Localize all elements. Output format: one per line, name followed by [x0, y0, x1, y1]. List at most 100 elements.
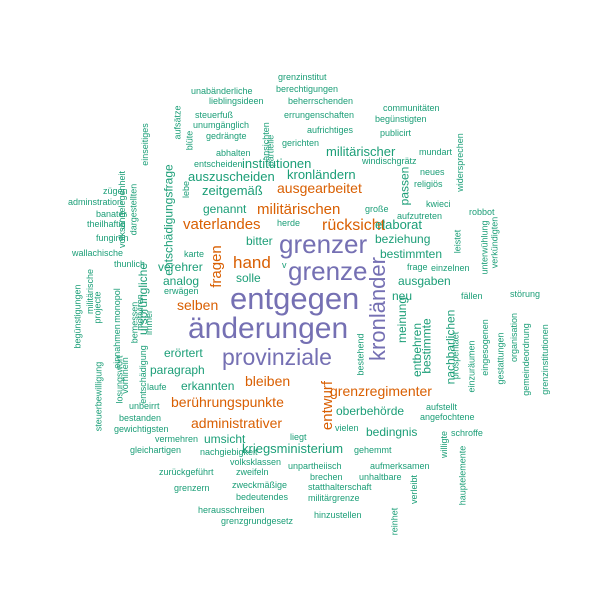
cloud-word: windischgrätz: [362, 156, 417, 166]
cloud-word: zweckmäßige: [232, 480, 288, 490]
cloud-word: gemeindeordnung: [520, 323, 531, 396]
cloud-word: laufe: [147, 382, 167, 392]
cloud-word: bleiben: [245, 373, 291, 389]
cloud-word: einnahmen: [111, 324, 122, 369]
cloud-word: administrativer: [191, 415, 283, 431]
cloud-word: lieblingsideen: [209, 96, 264, 106]
cloud-word: begünstigten: [375, 114, 427, 124]
cloud-word: grenzregimenter: [330, 383, 432, 399]
cloud-word: thunlich: [114, 259, 146, 269]
cloud-word: unumgänglich: [193, 120, 250, 130]
cloud-word: unabänderliche: [191, 86, 253, 96]
cloud-word: bestehend: [355, 333, 366, 376]
cloud-word: unhaltbare: [359, 472, 402, 482]
cloud-word: dargestellten: [128, 183, 139, 236]
cloud-word: vermehren: [155, 434, 199, 444]
cloud-word: passen: [397, 166, 412, 206]
cloud-word: grenzinstitut: [278, 72, 327, 82]
cloud-word: bestimmten: [380, 247, 443, 261]
cloud-word: vorhinein: [119, 357, 130, 394]
cloud-word: beherrschenden: [288, 96, 354, 106]
cloud-word: v: [282, 260, 287, 270]
cloud-word: auszuscheiden: [188, 169, 275, 184]
cloud-word: selben: [177, 297, 219, 313]
cloud-word: militärischen: [257, 201, 341, 218]
cloud-word: hauptelemente: [457, 445, 468, 506]
cloud-word: änderungen: [188, 312, 349, 345]
cloud-word: gedrängte: [206, 131, 247, 141]
cloud-word: erwägen: [164, 286, 199, 296]
cloud-word: leistet: [452, 229, 463, 254]
cloud-word: grenzinstitutionen: [539, 324, 550, 395]
cloud-word: vielen: [335, 423, 359, 433]
cloud-word: karte: [184, 249, 205, 259]
cloud-word: umsicht: [204, 432, 246, 446]
cloud-word: unbeirrt: [129, 401, 160, 411]
cloud-word: neu: [392, 289, 413, 303]
cloud-word: gewichtigsten: [114, 424, 169, 434]
cloud-word: aufrichtiges: [307, 125, 354, 135]
cloud-word: einzelnen: [431, 263, 470, 273]
cloud-word: erkannten: [181, 379, 235, 393]
cloud-word: zeitgemäß: [202, 183, 263, 198]
cloud-word: bedingnis: [366, 425, 418, 439]
cloud-word: entgegen: [230, 281, 360, 316]
cloud-word: große: [365, 204, 389, 214]
cloud-word: banater: [96, 209, 127, 219]
cloud-word: organisation: [509, 312, 520, 363]
cloud-word: entscheiden: [194, 159, 243, 169]
cloud-word: institutionen: [242, 156, 312, 171]
cloud-word: berührungspunkte: [171, 394, 284, 410]
cloud-word: nachgiebigkeit: [200, 447, 258, 457]
cloud-word: statthalterschaft: [308, 482, 372, 492]
cloud-word: bestimmte: [419, 318, 434, 374]
cloud-word: robbot: [469, 207, 495, 217]
cloud-word: aufzutreten: [397, 211, 443, 221]
cloud-word: publicirt: [380, 128, 412, 138]
cloud-word: frage: [407, 262, 428, 272]
cloud-word: einseitiges: [139, 123, 150, 166]
cloud-word: bestanden: [119, 413, 162, 423]
cloud-word: herde: [277, 218, 301, 228]
cloud-word: vaterlandes: [183, 216, 261, 233]
cloud-word: steuerbewilligung: [93, 361, 104, 432]
cloud-word: rücksicht: [322, 217, 386, 234]
cloud-word: militärischer: [326, 144, 396, 159]
cloud-word: zweifeln: [236, 467, 269, 477]
cloud-word: bemessen: [129, 301, 140, 344]
cloud-word: partielle: [265, 134, 276, 167]
cloud-word: grenze: [288, 256, 368, 286]
cloud-word: bedeutendes: [236, 492, 289, 502]
cloud-word: widersprechen: [454, 133, 465, 192]
cloud-word: berechtigungen: [276, 84, 339, 94]
cloud-word: immer: [144, 310, 154, 335]
cloud-word: kwieci: [426, 199, 451, 209]
cloud-word: lebe: [181, 180, 192, 199]
cloud-word: brechen: [310, 472, 343, 482]
cloud-word: verkündigten: [489, 216, 500, 269]
cloud-word: einzuräumen: [466, 340, 477, 393]
cloud-word: kronländern: [287, 167, 356, 182]
cloud-word: analog: [163, 274, 200, 288]
cloud-word: neues: [420, 167, 445, 177]
cloud-word: verehrer: [158, 260, 203, 274]
cloud-word: aufmerksamen: [370, 461, 430, 471]
cloud-word: angefochtene: [420, 412, 475, 422]
cloud-word: gleichartigen: [130, 445, 182, 455]
cloud-word: wallachische: [72, 248, 124, 258]
cloud-word: elaborat: [375, 217, 422, 232]
cloud-word: kriegsministerium: [242, 441, 344, 456]
cloud-word: blüte: [184, 130, 195, 151]
cloud-word: schroffe: [451, 428, 483, 438]
cloud-word: adminstration: [68, 197, 123, 207]
cloud-word: willigte: [439, 430, 450, 459]
cloud-word: fällen: [461, 291, 483, 301]
cloud-word: grenzern: [174, 483, 210, 493]
cloud-word: liegt: [290, 432, 307, 442]
cloud-word: hinzustellen: [314, 510, 362, 520]
cloud-word: unterwühlung: [479, 220, 490, 275]
cloud-word: störung: [510, 289, 541, 299]
cloud-word: erörtert: [164, 346, 203, 360]
cloud-word: oberbehörde: [336, 404, 405, 418]
